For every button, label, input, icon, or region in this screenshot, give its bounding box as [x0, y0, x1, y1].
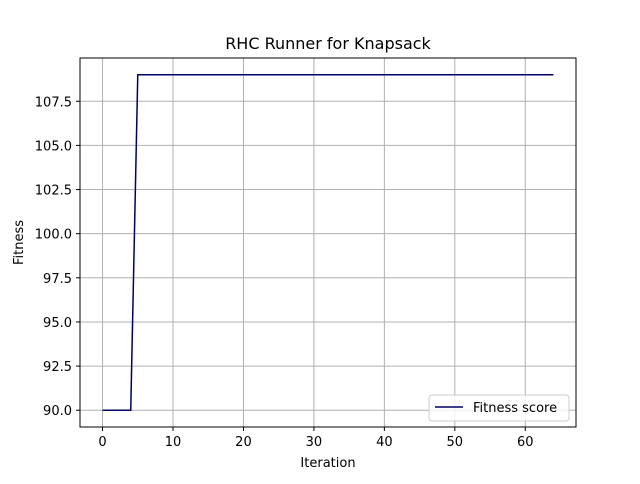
legend-box — [428, 394, 570, 422]
y-tick-label: 107.5 — [35, 95, 72, 110]
x-tick-label: 50 — [447, 435, 464, 450]
y-tick-label: 102.5 — [35, 184, 72, 199]
y-tick-label: 105.0 — [35, 139, 72, 154]
legend-label-fitness-score: Fitness score — [473, 401, 557, 416]
x-tick-label: 20 — [235, 435, 252, 450]
x-axis-label: Iteration — [300, 456, 355, 471]
series-line-fitness-score — [102, 74, 554, 411]
y-tick-label: 92.5 — [43, 360, 72, 375]
y-tick-label: 97.5 — [43, 272, 72, 287]
y-tick-label: 90.0 — [43, 404, 72, 419]
chart-title: RHC Runner for Knapsack — [225, 34, 431, 53]
y-axis-label: Fitness — [12, 220, 27, 265]
plot-frame — [79, 57, 577, 428]
x-tick-label: 60 — [517, 435, 534, 450]
ticks: 0 10 20 30 40 50 60 90.0 92.5 95.0 97.5 100.0 102.5 1… — [35, 95, 534, 450]
grid — [80, 58, 576, 427]
x-tick-label: 10 — [165, 435, 182, 450]
series-layer — [102, 74, 554, 411]
y-tick-label: 95.0 — [43, 316, 72, 331]
legend: Fitness score — [428, 394, 570, 422]
x-tick-label: 0 — [98, 435, 106, 450]
x-tick-label: 40 — [376, 435, 393, 450]
y-tick-label: 100.0 — [35, 228, 72, 243]
x-tick-label: 30 — [306, 435, 323, 450]
